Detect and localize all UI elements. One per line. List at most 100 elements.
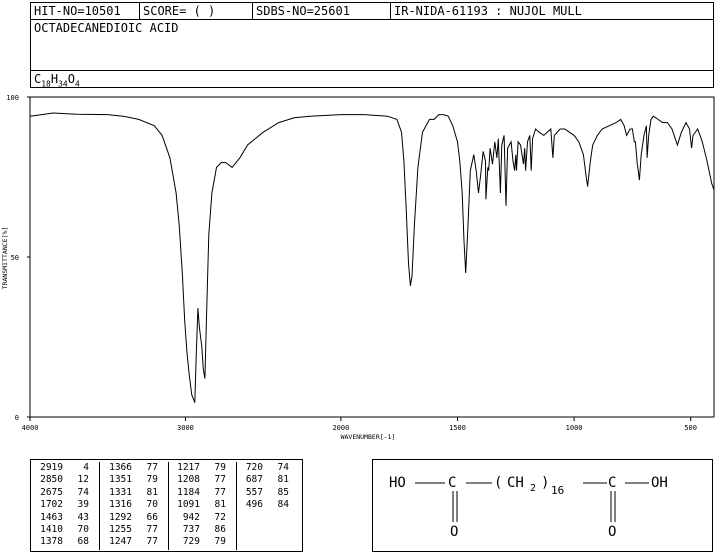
paren-open: (	[494, 475, 503, 491]
peak-row: 1378 68	[31, 536, 99, 548]
x-tick-label: 1500	[449, 424, 466, 432]
peak-transmittance: 43	[77, 511, 89, 523]
peak-column: 1217 79 1208 77 1184 77 1091 81 942 72 737 86 729 79	[168, 462, 236, 550]
peak-transmittance: 72	[214, 511, 226, 523]
measurement-method: IR-NIDA-61193 : NUJOL MULL	[390, 3, 715, 20]
peak-row: 1292 66	[100, 512, 168, 524]
peak-transmittance: 4	[83, 462, 89, 473]
peak-transmittance: 79	[214, 462, 226, 473]
sdbs-number: SDBS-NO=25601	[252, 3, 390, 20]
formula-c: C	[34, 72, 42, 86]
peak-transmittance: 79	[214, 536, 226, 548]
peak-wavenumber: 1463	[40, 511, 63, 523]
oxygen-right: O	[608, 524, 617, 540]
peak-transmittance: 81	[214, 499, 226, 511]
peak-transmittance: 39	[77, 499, 89, 511]
peak-transmittance: 77	[146, 523, 158, 535]
peak-wavenumber: 1351	[109, 474, 132, 486]
peak-row: 1091 81	[169, 499, 236, 511]
peak-transmittance: 68	[77, 536, 89, 548]
carbon-right: C	[608, 475, 617, 491]
formula-c-count: 18	[41, 79, 51, 89]
peak-wavenumber: 729	[182, 536, 200, 548]
peak-wavenumber: 720	[245, 462, 263, 473]
peak-transmittance: 70	[146, 499, 158, 511]
peak-row: 1184 77	[169, 487, 236, 499]
spectrum-line	[29, 112, 715, 403]
peak-wavenumber: 1247	[109, 536, 132, 548]
peak-wavenumber: 1378	[40, 536, 63, 548]
x-tick-label: 4000	[22, 424, 39, 432]
peak-wavenumber: 1702	[40, 499, 63, 511]
peak-row: 1351 79	[100, 474, 168, 486]
peak-transmittance: 85	[277, 486, 289, 498]
methylene: CH	[507, 475, 524, 491]
formula-h-count: 34	[58, 79, 68, 89]
peak-row: 737 86	[169, 524, 236, 536]
methylene-subscript: 2	[530, 483, 537, 494]
peak-row: 1366 77	[100, 462, 168, 474]
carbon-left: C	[448, 475, 457, 491]
peak-wavenumber: 2919	[40, 462, 63, 473]
header-info-row: HIT-NO=10501 SCORE= ( ) SDBS-NO=25601 IR…	[31, 3, 713, 20]
peak-wavenumber: 687	[245, 474, 263, 486]
peak-wavenumber: 737	[182, 523, 200, 535]
hydroxyl-right: OH	[651, 475, 668, 491]
plot-border	[29, 96, 715, 418]
hydroxyl-left: HO	[389, 475, 406, 491]
oxygen-left: O	[450, 524, 459, 540]
peak-row: 1463 43	[31, 512, 99, 524]
hit-number: HIT-NO=10501	[34, 4, 121, 18]
peak-transmittance: 77	[214, 474, 226, 486]
peak-transmittance: 74	[277, 462, 289, 473]
peak-row: 2919 4	[31, 462, 99, 474]
y-tick-label: 100	[6, 94, 19, 102]
peak-row: 1208 77	[169, 474, 236, 486]
structure-diagram: HO C O ( CH 2 ) 16 C OH O	[372, 459, 713, 552]
peak-row: 557 85	[237, 487, 299, 499]
peak-column: 720 74 687 81 557 85 496 84	[236, 462, 299, 550]
peak-wavenumber: 2850	[40, 474, 63, 486]
x-tick-label: 1000	[566, 424, 583, 432]
peak-wavenumber: 1184	[177, 486, 200, 498]
peak-row: 1316 70	[100, 499, 168, 511]
peak-transmittance: 81	[146, 486, 158, 498]
x-tick-label: 3000	[177, 424, 194, 432]
peak-transmittance: 12	[77, 474, 89, 486]
peak-row: 2850 12	[31, 474, 99, 486]
peak-wavenumber: 1091	[177, 499, 200, 511]
peak-row: 1217 79	[169, 462, 236, 474]
peak-row: 1410 70	[31, 524, 99, 536]
peak-wavenumber: 496	[245, 499, 263, 511]
x-tick-label: 500	[684, 424, 697, 432]
peak-row: 720 74	[237, 462, 299, 474]
paren-close: )	[541, 475, 550, 491]
peak-transmittance: 77	[214, 486, 226, 498]
peak-column: 1366 77 1351 79 1331 81 1316 70 1292 66 1255 77 1247…	[99, 462, 168, 550]
peak-wavenumber: 1217	[177, 462, 200, 473]
peak-table: 2919 4 2850 12 2675 74 1702 39 1463 43 1410 70 1378 6…	[30, 459, 303, 552]
peak-wavenumber: 2675	[40, 486, 63, 498]
peak-row: 1247 77	[100, 536, 168, 548]
peak-transmittance: 81	[277, 474, 289, 486]
peak-row: 1331 81	[100, 487, 168, 499]
peak-transmittance: 74	[77, 486, 89, 498]
peak-row: 2675 74	[31, 487, 99, 499]
molecular-formula: C18H34O4	[34, 72, 80, 88]
peak-row: 687 81	[237, 474, 299, 486]
y-tick-label: 50	[11, 254, 19, 262]
formula-o: O	[67, 72, 75, 86]
peak-wavenumber: 942	[182, 511, 200, 523]
x-tick-label: 2000	[332, 424, 349, 432]
peak-wavenumber: 1292	[109, 511, 132, 523]
peak-transmittance: 77	[146, 536, 158, 548]
peak-wavenumber: 1331	[109, 486, 132, 498]
peak-wavenumber: 1410	[40, 523, 63, 535]
structure-bonds	[415, 482, 649, 522]
peak-wavenumber: 557	[245, 486, 263, 498]
compound-name: OCTADECANEDIOIC ACID	[34, 21, 179, 35]
peak-row: 496 84	[237, 499, 299, 511]
peak-transmittance: 77	[146, 462, 158, 473]
peak-row: 729 79	[169, 536, 236, 548]
ir-spectrum-chart: 0 50 100 4000 3000 2000 1500 1000 500 TRANSMITT…	[1, 94, 715, 441]
